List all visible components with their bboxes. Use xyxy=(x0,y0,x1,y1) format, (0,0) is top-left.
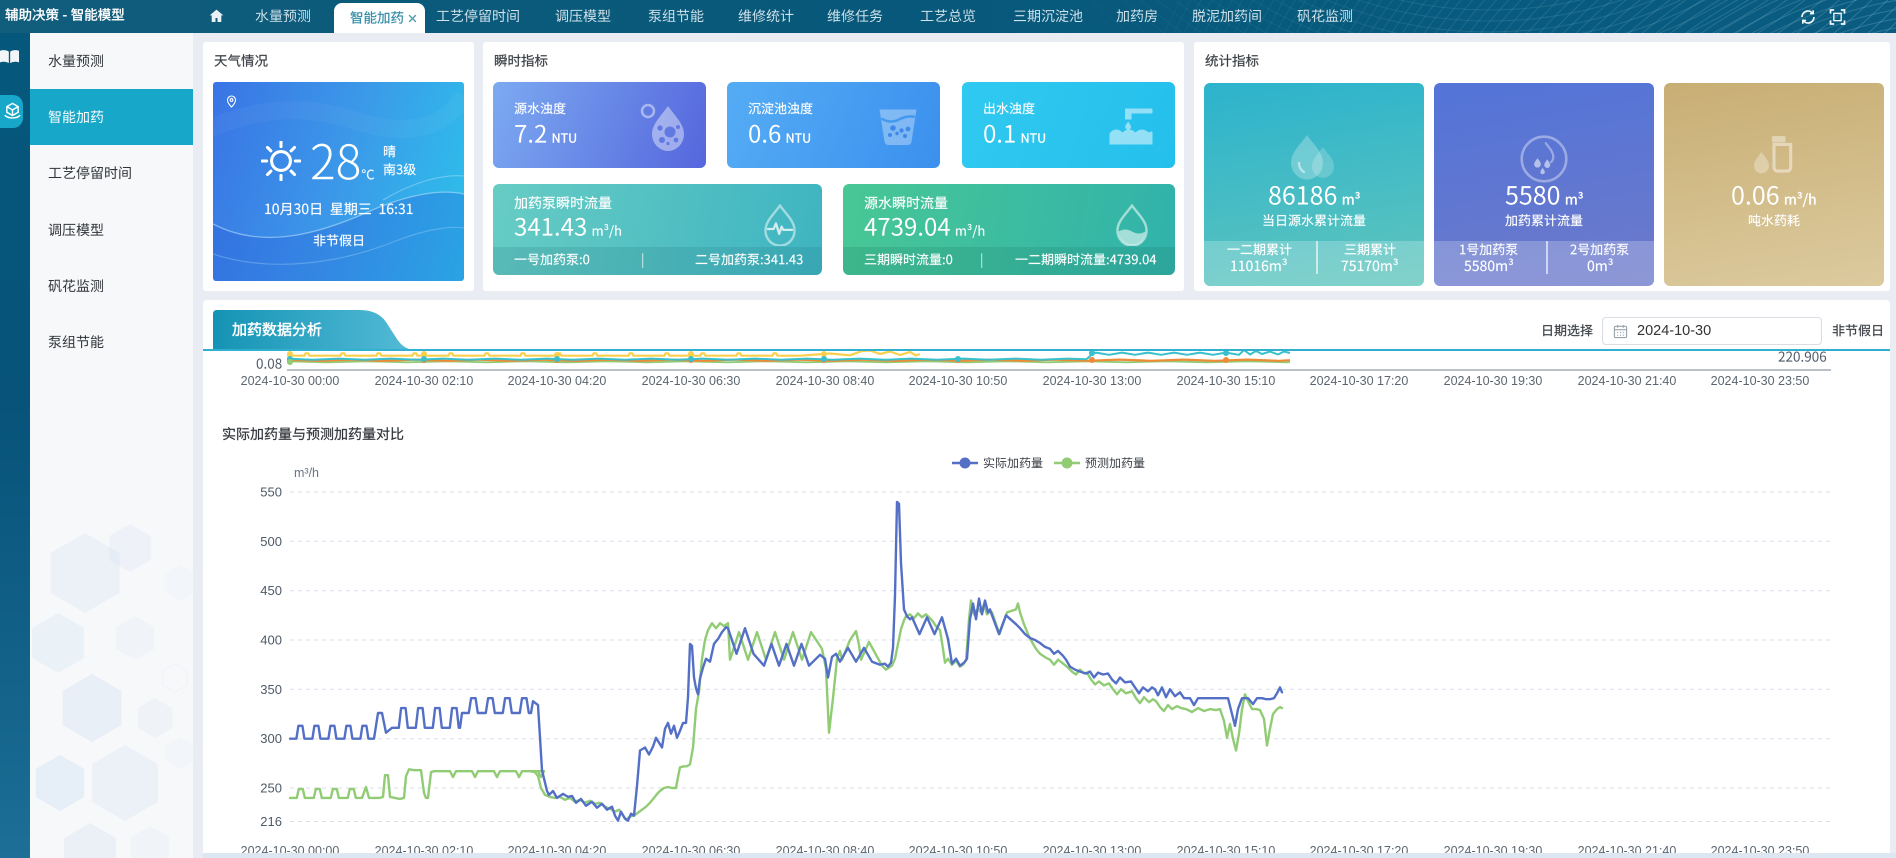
svg-text:500: 500 xyxy=(260,534,282,549)
svg-text:300: 300 xyxy=(260,731,282,746)
svg-text:2024-10-30 08:40: 2024-10-30 08:40 xyxy=(776,374,875,388)
svg-text:2024-10-30 13:00: 2024-10-30 13:00 xyxy=(1043,374,1142,388)
svg-text:2024-10-30 19:30: 2024-10-30 19:30 xyxy=(1444,374,1543,388)
svg-text:450: 450 xyxy=(260,583,282,598)
svg-text:2024-10-30 21:40: 2024-10-30 21:40 xyxy=(1578,374,1677,388)
svg-text:350: 350 xyxy=(260,682,282,697)
svg-text:2024-10-30 06:30: 2024-10-30 06:30 xyxy=(642,374,741,388)
svg-text:550: 550 xyxy=(260,485,282,500)
svg-text:250: 250 xyxy=(260,781,282,796)
svg-text:2024-10-30 10:50: 2024-10-30 10:50 xyxy=(909,374,1008,388)
svg-text:2024-10-30 23:50: 2024-10-30 23:50 xyxy=(1711,374,1810,388)
svg-text:2024-10-30 04:20: 2024-10-30 04:20 xyxy=(508,374,607,388)
svg-text:216: 216 xyxy=(260,814,282,829)
svg-text:400: 400 xyxy=(260,633,282,648)
svg-text:2024-10-30 15:10: 2024-10-30 15:10 xyxy=(1177,374,1276,388)
svg-text:2024-10-30 02:10: 2024-10-30 02:10 xyxy=(375,374,474,388)
svg-text:2024-10-30 17:20: 2024-10-30 17:20 xyxy=(1310,374,1409,388)
svg-text:2024-10-30 00:00: 2024-10-30 00:00 xyxy=(241,374,340,388)
